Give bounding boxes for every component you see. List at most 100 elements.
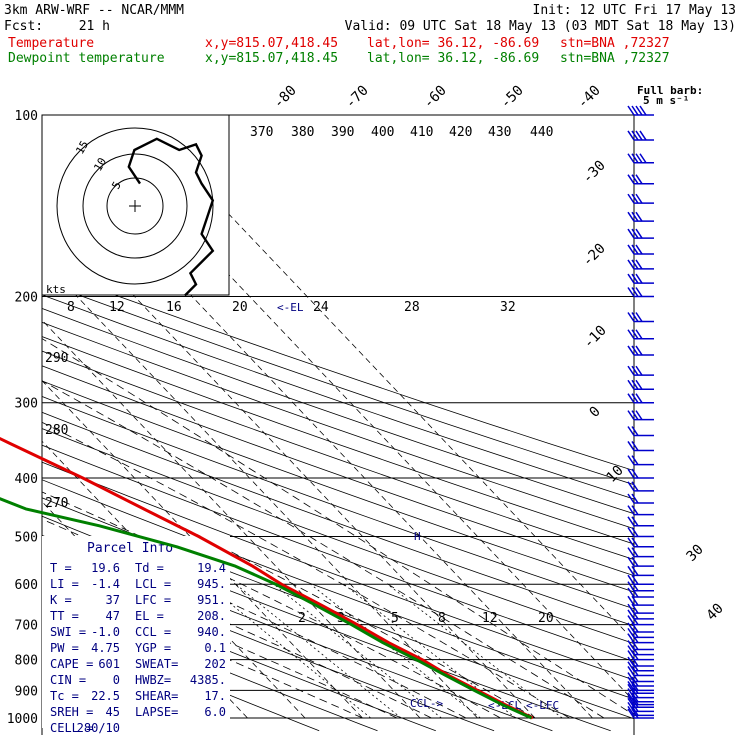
wind-barb (627, 174, 654, 185)
parcel-value: 45 (106, 705, 120, 719)
wind-barb-flag (627, 273, 635, 284)
wind-barb-flag (627, 547, 635, 558)
wind-barb-flag (631, 228, 639, 239)
wind-barb-flag (627, 666, 635, 676)
wind-barb-flag (635, 211, 643, 222)
theta-e-label: 380 (291, 125, 314, 140)
parcel-label: LAPSE= (135, 705, 178, 719)
wind-barb (627, 603, 654, 614)
wind-barb-flag (631, 505, 639, 516)
moist-adiabat-line (42, 518, 467, 719)
parcel-value: 47 (106, 609, 120, 623)
wind-barb (627, 527, 654, 538)
wind-barb-flag (627, 609, 635, 620)
wind-barb (627, 329, 654, 340)
wind-barb-flag (631, 595, 639, 606)
wind-barb-flag (631, 174, 639, 185)
mixing-ratio-label: 12 (109, 300, 125, 315)
wind-barb-flag (627, 640, 635, 650)
dry-adiabat-line (42, 574, 436, 732)
parcel-info-panel: Parcel Info T = 19.6 Td = 19.4 LI = -1.4 LCL =… (42, 536, 230, 735)
pressure-tick-label: 200 (15, 291, 38, 306)
parcel-label: CAPE = (50, 657, 93, 671)
wind-barb-flag (627, 661, 635, 672)
lfc-marker: <-LFC (526, 699, 559, 712)
pressure-tick-label: 400 (15, 472, 38, 487)
wind-barb (627, 312, 654, 323)
wind-barb-flag (631, 410, 639, 421)
wind-barb-flag (627, 676, 635, 687)
wind-barb-flag (627, 633, 635, 644)
theta-label: 290 (45, 351, 68, 366)
isotherm-line (42, 319, 421, 719)
wind-barb-flag (627, 345, 635, 356)
wind-barb-flag (627, 455, 635, 466)
wind-barb-flag (631, 527, 639, 537)
temperature-tick-label: 10 (604, 463, 627, 486)
wind-barb (627, 587, 654, 598)
parcel-label: SHEAR= (135, 689, 178, 703)
dewpoint-line (0, 497, 533, 720)
temperature-tick-label: -70 (343, 83, 372, 112)
isotherm-line (42, 380, 363, 719)
parcel-value: 945. (197, 577, 226, 591)
temperature-tick-label: 0 (587, 404, 604, 421)
wind-barb-flag (627, 688, 635, 698)
wind-barb-flag (635, 259, 643, 270)
wind-barb-flag (631, 211, 639, 222)
temperature-legend-label: Temperature (8, 36, 94, 51)
fcst-label: Fcst: (4, 19, 43, 34)
dry-adiabat-line (42, 294, 634, 500)
wind-barb-flag (627, 701, 635, 712)
wind-barb-flag (627, 692, 635, 703)
dry-adiabat-line (42, 267, 634, 472)
wind-barb-flag (631, 603, 639, 614)
wind-barb-flag (631, 345, 639, 356)
parcel-value: 208. (197, 609, 226, 623)
parcel-value: 22.5 (91, 689, 120, 703)
parcel-label: SWEAT= (135, 657, 178, 671)
dry-adiabat-line (42, 461, 634, 681)
dry-adiabat-line (42, 365, 634, 577)
wind-barb-flag (627, 565, 635, 576)
wind-barb (627, 345, 654, 356)
wind-barb-flag (627, 505, 635, 516)
wind-barb (627, 481, 654, 492)
wind-barb-flag (627, 244, 635, 255)
wind-barb-flag (631, 516, 639, 527)
dry-adiabat-line (42, 444, 634, 662)
wind-barb-flag (631, 130, 639, 141)
wind-barb (627, 547, 654, 558)
wind-barb-flag (627, 695, 635, 705)
parcel-label: EL = (135, 609, 164, 623)
wind-barb (627, 656, 654, 667)
dewpoint-legend-label: Dewpoint temperature (8, 51, 165, 66)
temperature-latlon: lat,lon= 36.12, -86.69 (367, 36, 539, 51)
wind-barb (627, 622, 654, 633)
wind-barb-flag (627, 595, 635, 606)
temperature-tick-label: -80 (271, 83, 300, 112)
temperature-tick-label: -50 (498, 83, 527, 112)
mixing-ratio-label: 16 (166, 300, 182, 315)
parcel-label: YGP = (135, 641, 171, 655)
el-marker: <-EL (277, 301, 304, 314)
wind-barb (627, 273, 654, 284)
wind-barb-flag (627, 211, 635, 222)
wind-barb-flag (631, 574, 639, 585)
parcel-value: 4.75 (91, 641, 120, 655)
wind-barb-flag (627, 574, 635, 585)
wind-barb-flag (627, 193, 635, 204)
wind-barb (627, 574, 654, 585)
wind-barb-flag (635, 393, 643, 404)
wind-barb (627, 211, 654, 222)
mixing-ratio-label: 32 (500, 300, 516, 315)
wind-barb-flag (631, 329, 639, 340)
temperature-tick-label: -40 (575, 83, 604, 112)
wind-barb-flag (639, 130, 647, 141)
dewpoint-xy: x,y=815.07,418.45 (205, 51, 338, 66)
wind-barb-flag (627, 312, 635, 322)
wind-barb-flag (627, 228, 635, 239)
wind-barb-flag (627, 697, 635, 708)
wind-barb (627, 505, 654, 516)
dry-adiabat-line (42, 396, 634, 610)
